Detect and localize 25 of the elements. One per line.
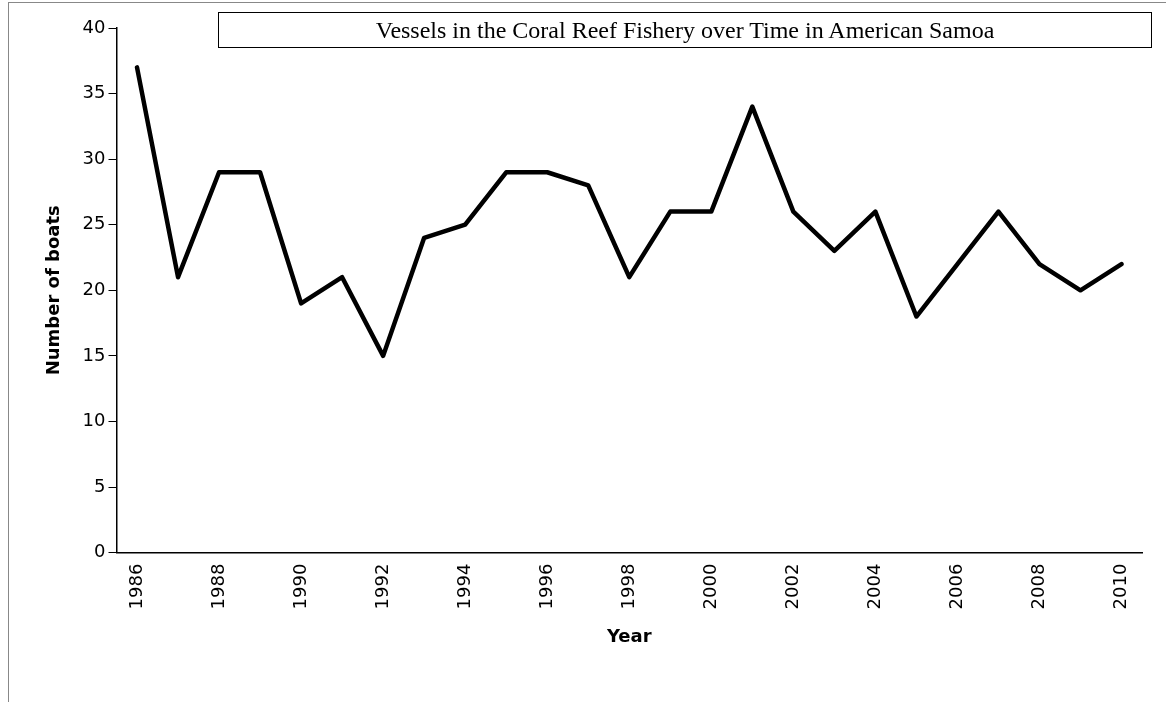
x-tick-label: 2008 [1027, 563, 1049, 610]
x-tick-label: 1994 [452, 563, 474, 610]
title-frame: Vessels in the Coral Reef Fishery over Time in American Samoa [218, 12, 1152, 48]
x-axis-title: Year [605, 624, 652, 646]
x-tick-label: 1992 [370, 563, 392, 610]
y-tick-label: 10 [82, 409, 106, 431]
x-tick-label: 2004 [863, 563, 885, 610]
x-tick-label: 1996 [534, 563, 556, 610]
x-tick-label: 1998 [616, 563, 638, 610]
x-tick-label: 2002 [781, 563, 802, 610]
x-tick-label: 2006 [945, 563, 967, 610]
x-tick-label: 1990 [288, 563, 310, 610]
y-tick-label: 15 [82, 343, 106, 365]
x-tick-label: 1988 [206, 563, 228, 610]
y-tick-label: 40 [82, 15, 106, 37]
y-axis-title: Number of boats [42, 205, 64, 376]
x-tick-label: 1986 [124, 563, 146, 610]
y-tick-label: 20 [82, 277, 106, 299]
y-tick-label: 5 [94, 474, 106, 496]
y-tick-label: 30 [82, 146, 106, 168]
x-tick-label: 2000 [698, 563, 720, 610]
y-tick-label: 35 [82, 81, 106, 103]
y-tick-label: 25 [82, 212, 106, 234]
y-tick-label: 0 [94, 540, 106, 562]
x-tick-label: 2010 [1109, 563, 1131, 610]
